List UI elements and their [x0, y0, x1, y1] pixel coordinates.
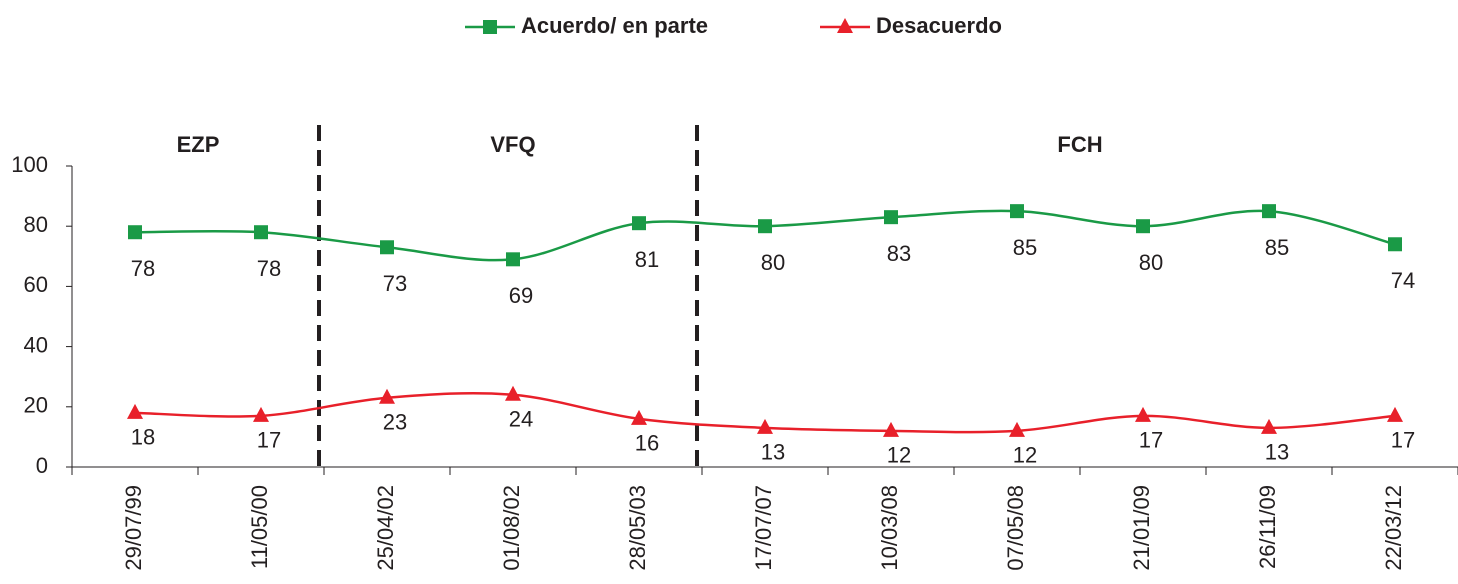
x-tick-label: 10/03/08: [877, 485, 902, 571]
legend-label: Desacuerdo: [876, 13, 1002, 38]
x-tick-label: 17/07/07: [751, 485, 776, 571]
marker: [1009, 421, 1025, 437]
data-label: 17: [1139, 428, 1163, 453]
marker: [631, 409, 647, 425]
data-label: 13: [1265, 440, 1289, 465]
marker: [757, 418, 773, 434]
y-tick-label: 20: [24, 393, 48, 418]
data-label: 24: [509, 407, 533, 432]
marker: [1135, 406, 1151, 422]
data-label: 12: [1013, 443, 1037, 468]
x-tick-label: 28/05/03: [625, 485, 650, 571]
period-label: FCH: [1057, 132, 1102, 157]
y-tick-label: 0: [36, 453, 48, 478]
x-tick-label: 25/04/02: [373, 485, 398, 571]
period-label: EZP: [177, 132, 220, 157]
data-label: 12: [887, 443, 911, 468]
marker: [1262, 204, 1276, 219]
x-tick-label: 07/05/08: [1003, 485, 1028, 571]
y-tick-label: 80: [24, 212, 48, 237]
data-label: 16: [635, 431, 659, 456]
marker: [632, 216, 646, 231]
data-label: 17: [1391, 428, 1415, 453]
x-tick-label: 01/08/02: [499, 485, 524, 571]
data-label: 85: [1265, 235, 1289, 260]
x-tick-label: 22/03/12: [1381, 485, 1406, 571]
y-tick-label: 100: [11, 152, 48, 177]
data-label: 83: [887, 241, 911, 266]
period-label: VFQ: [490, 132, 535, 157]
data-label: 80: [761, 250, 785, 275]
data-label: 69: [509, 283, 533, 308]
data-label: 23: [383, 410, 407, 435]
data-label: 73: [383, 271, 407, 296]
x-tick-label: 21/01/09: [1129, 485, 1154, 571]
data-label: 85: [1013, 235, 1037, 260]
data-label: 80: [1139, 250, 1163, 275]
x-tick-label: 11/05/00: [247, 485, 272, 569]
legend-label: Acuerdo/ en parte: [521, 13, 708, 38]
marker: [1136, 219, 1150, 234]
legend-marker: [837, 18, 853, 33]
data-label: 74: [1391, 268, 1415, 293]
marker: [254, 225, 268, 240]
x-tick-label: 26/11/09: [1255, 485, 1280, 569]
marker: [1261, 418, 1277, 434]
legend-marker: [483, 20, 497, 34]
marker: [128, 225, 142, 240]
marker: [505, 385, 521, 401]
data-label: 13: [761, 440, 785, 465]
y-tick-label: 60: [24, 272, 48, 297]
x-tick-label: 29/07/99: [121, 485, 146, 571]
marker: [127, 403, 143, 419]
marker: [884, 210, 898, 225]
marker: [1010, 204, 1024, 219]
data-label: 78: [131, 256, 155, 281]
marker: [380, 240, 394, 255]
marker: [758, 219, 772, 234]
data-label: 78: [257, 256, 281, 281]
marker: [1388, 237, 1402, 252]
y-tick-label: 40: [24, 332, 48, 357]
marker: [506, 252, 520, 267]
marker: [253, 406, 269, 422]
marker: [1387, 406, 1403, 422]
marker: [379, 388, 395, 404]
marker: [883, 421, 899, 437]
data-label: 18: [131, 425, 155, 450]
data-label: 81: [635, 247, 659, 272]
data-label: 17: [257, 428, 281, 453]
